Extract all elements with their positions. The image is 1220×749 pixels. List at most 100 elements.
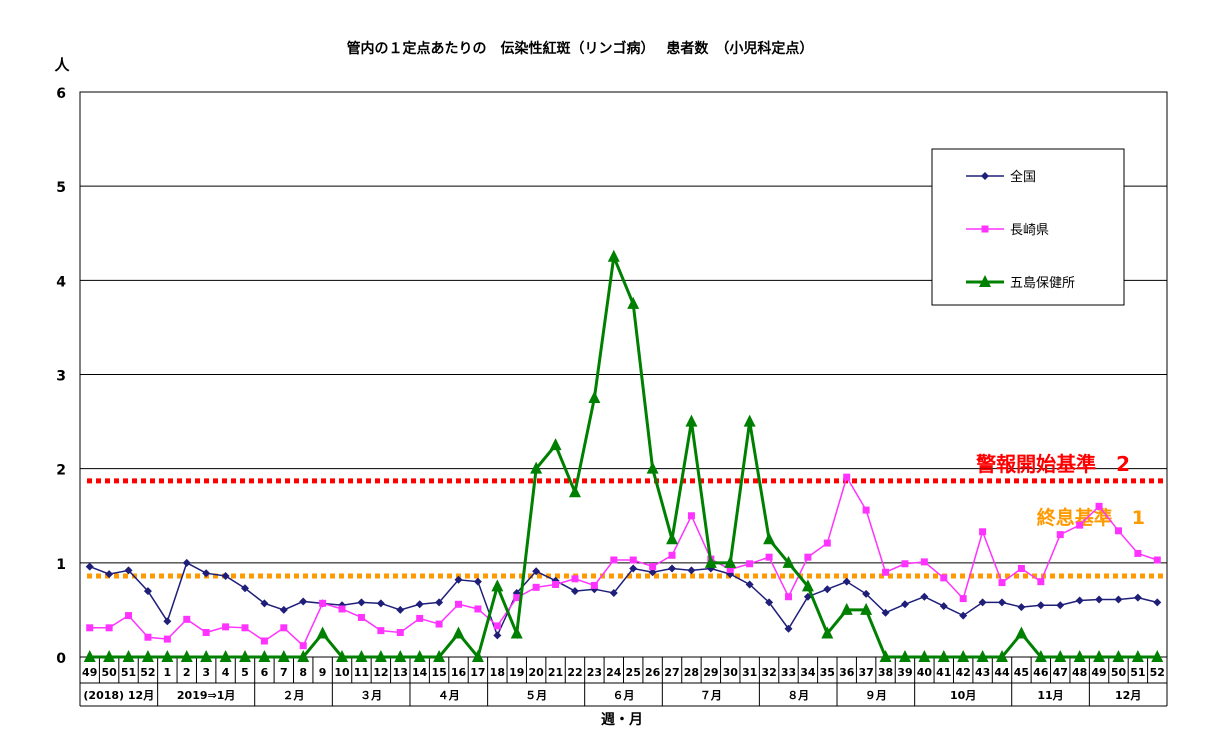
- x-tick-label: 36: [839, 666, 855, 679]
- data-point: [394, 650, 407, 662]
- data-point: [435, 598, 444, 607]
- series-layer: [83, 249, 1164, 662]
- data-point: [1112, 650, 1125, 662]
- y-tick-label: 4: [56, 274, 66, 290]
- data-point: [920, 592, 929, 601]
- data-point: [376, 599, 385, 608]
- chart-title: 管内の１定点あたりの 伝染性紅斑（リンゴ病） 患者数 （小児科定点）: [347, 40, 814, 57]
- x-tick-label: 37: [858, 666, 873, 679]
- data-point: [532, 583, 540, 591]
- data-point: [141, 650, 154, 662]
- data-point: [901, 560, 909, 568]
- data-point: [161, 650, 174, 662]
- data-point: [416, 614, 424, 622]
- data-point: [610, 556, 618, 564]
- x-tick-label: 42: [956, 666, 971, 679]
- data-point: [881, 608, 890, 617]
- data-point: [510, 626, 523, 639]
- data-point: [937, 650, 950, 662]
- data-point: [570, 587, 579, 596]
- data-point: [860, 602, 873, 615]
- data-point: [1073, 650, 1086, 662]
- data-point: [588, 391, 601, 404]
- series-line: [89, 561, 1158, 638]
- data-point: [1133, 593, 1142, 602]
- data-point: [319, 599, 327, 607]
- month-label: ２月: [283, 689, 305, 702]
- data-point: [493, 622, 501, 630]
- data-point: [454, 575, 463, 584]
- x-tick-label: 19: [509, 666, 524, 679]
- x-tick-label: 46: [1033, 666, 1049, 679]
- x-tick-label: 44: [994, 666, 1010, 679]
- data-point: [1093, 650, 1106, 662]
- x-tick-label: 11: [354, 666, 369, 679]
- month-label: 10月: [950, 689, 976, 702]
- data-point: [163, 617, 172, 626]
- x-tick-label: 2: [183, 666, 191, 679]
- x-tick-label: 16: [451, 666, 467, 679]
- x-tick-label: 25: [626, 666, 641, 679]
- legend-label: 長崎県: [1010, 223, 1049, 238]
- data-point: [862, 589, 871, 598]
- data-point: [357, 613, 365, 621]
- x-tick-label: 32: [761, 666, 776, 679]
- data-point: [355, 650, 368, 662]
- data-point: [804, 553, 812, 561]
- x-tick-label: 7: [280, 666, 288, 679]
- x-tick-label: 51: [1130, 666, 1145, 679]
- data-point: [996, 650, 1009, 662]
- data-point: [882, 568, 890, 576]
- data-point: [105, 624, 113, 632]
- data-point: [277, 650, 290, 662]
- data-point: [455, 600, 463, 608]
- data-point: [122, 650, 135, 662]
- data-point: [646, 461, 659, 474]
- data-point: [180, 650, 193, 662]
- y-tick-label: 3: [56, 369, 66, 385]
- data-point: [260, 637, 268, 645]
- x-tick-label: 6: [261, 666, 269, 679]
- x-tick-label: 31: [742, 666, 757, 679]
- data-point: [743, 414, 756, 427]
- data-point: [1075, 596, 1084, 605]
- data-point: [724, 555, 737, 568]
- data-point: [238, 650, 251, 662]
- data-point: [821, 626, 834, 639]
- data-point: [85, 562, 94, 571]
- series-3: [83, 249, 1164, 662]
- data-point: [143, 587, 152, 596]
- data-point: [627, 296, 640, 309]
- data-point: [357, 598, 366, 607]
- data-point: [202, 569, 211, 578]
- x-tick-label: 30: [723, 666, 739, 679]
- data-point: [413, 650, 426, 662]
- month-label: ４月: [438, 689, 460, 702]
- data-point: [648, 568, 657, 577]
- data-point: [1153, 598, 1162, 607]
- x-tick-label: 10: [334, 666, 350, 679]
- x-axis-table: 49 50 51 52 1 2 3 4 5 6 7 8 9 10 11 12 13 14 15 16 17 18 19 20 2…: [79, 657, 1168, 707]
- data-point: [1056, 531, 1064, 539]
- x-tick-label: 28: [684, 666, 699, 679]
- y-axis-label: 人: [54, 56, 70, 74]
- x-tick-label: 24: [606, 666, 622, 679]
- x-tick-label: 48: [1072, 666, 1087, 679]
- data-point: [202, 629, 210, 637]
- data-point: [452, 626, 465, 639]
- data-point: [1017, 564, 1025, 572]
- data-point: [1131, 650, 1144, 662]
- y-tick-label: 2: [56, 463, 66, 479]
- x-tick-label: 38: [878, 666, 893, 679]
- data-point: [474, 605, 482, 613]
- x-tick-label: 13: [393, 666, 408, 679]
- data-point: [1095, 595, 1104, 604]
- data-point: [571, 575, 579, 583]
- data-point: [668, 551, 676, 559]
- x-tick-label: 52: [1150, 666, 1165, 679]
- data-point: [979, 528, 987, 536]
- x-tick-label: 27: [664, 666, 679, 679]
- x-tick-label: 12: [373, 666, 388, 679]
- data-point: [607, 249, 620, 262]
- x-tick-label: 14: [412, 666, 428, 679]
